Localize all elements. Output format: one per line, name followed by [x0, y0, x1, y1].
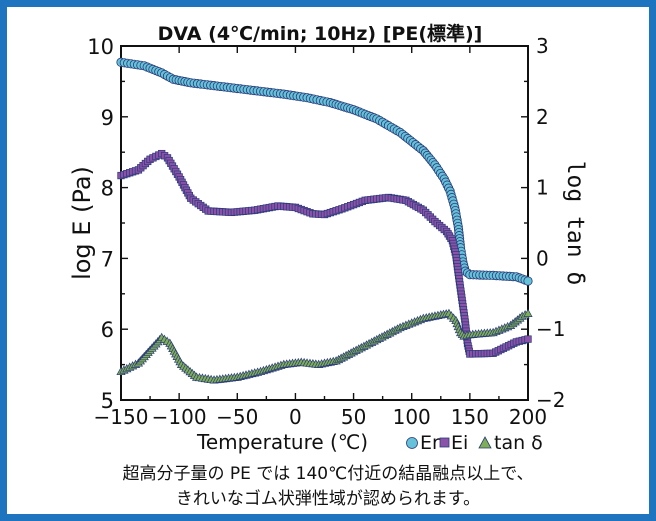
y2-tick-label-0: −2: [536, 388, 565, 412]
y-tick-label-4: 9: [101, 106, 114, 130]
y2-axis-label: log tan δ: [562, 161, 588, 286]
y-tick-labels: 5 6 7 8 9 10: [87, 35, 114, 413]
x-tick-label-2: −50: [216, 405, 258, 429]
chart-title: DVA (4℃/min; 10Hz) [PE(標準)]: [158, 22, 483, 45]
axis-ticks: [120, 45, 529, 401]
y-tick-label-1: 6: [101, 318, 114, 342]
y2-tick-labels: −2 −1 0 1 2 3: [536, 34, 565, 412]
y2-tick-label-5: 3: [536, 34, 549, 58]
x-tick-label-5: 100: [393, 405, 431, 429]
y-axis-label: log E (Pa): [68, 166, 96, 280]
legend-marker-Ei: [439, 437, 450, 448]
data-points: [116, 57, 533, 384]
x-tick-label-1: −100: [152, 405, 207, 429]
x-tick-label-7: 200: [509, 405, 547, 429]
legend-marker-Er: [406, 437, 418, 449]
y2-tick-label-3: 1: [536, 176, 549, 200]
legend-label-tan-delta: tan δ: [494, 432, 543, 454]
x-tick-labels: −150 −100 −50 0 50 100 150 200: [94, 405, 548, 429]
y2-tick-label-4: 2: [536, 105, 549, 129]
caption-line-1: 超高分子量の PE では 140℃付近の結晶融点以上で、: [122, 464, 534, 484]
point-tan-δ-158: [523, 308, 533, 317]
x-tick-label-4: 50: [341, 405, 366, 429]
y-tick-label-2: 7: [101, 247, 114, 271]
y2-tick-label-1: −1: [536, 317, 565, 341]
legend: Er Ei tan δ: [406, 432, 543, 454]
point-Er-158: [523, 276, 533, 286]
x-tick-label-0: −150: [94, 405, 149, 429]
point-Ei-187: [524, 335, 532, 343]
legend-label-Ei: Ei: [451, 432, 468, 454]
x-axis-label: Temperature (℃): [196, 430, 368, 454]
x-tick-label-3: 0: [289, 405, 302, 429]
y-tick-label-5: 10: [87, 35, 114, 59]
caption-line-2: きれいなゴム状弾性域が認められます。: [175, 489, 481, 509]
x-tick-label-6: 150: [451, 405, 489, 429]
caption: 超高分子量の PE では 140℃付近の結晶融点以上で、 きれいなゴム状弾性域が…: [0, 462, 656, 512]
y-tick-label-3: 8: [101, 177, 114, 201]
y-tick-label-0: 5: [101, 389, 114, 413]
legend-marker-tan-delta: [478, 436, 492, 449]
legend-label-Er: Er: [420, 432, 440, 454]
y2-tick-label-2: 0: [536, 246, 549, 270]
